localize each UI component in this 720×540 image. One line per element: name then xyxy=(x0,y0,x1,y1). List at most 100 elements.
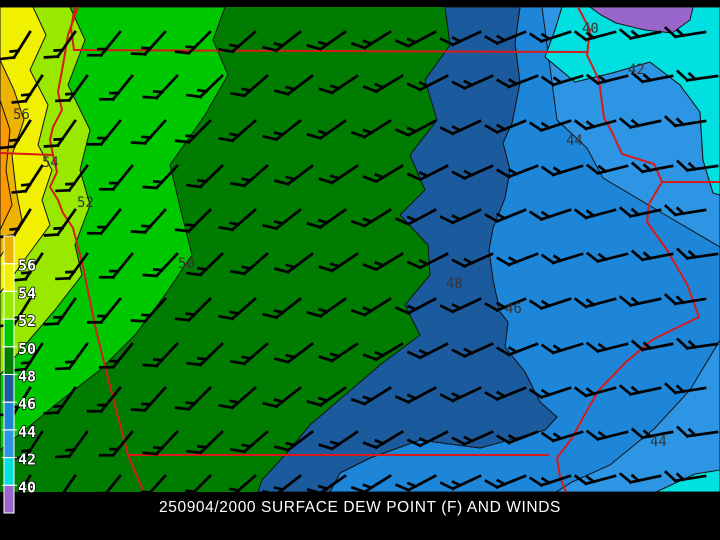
wind-barb xyxy=(218,119,257,143)
wind-barb xyxy=(186,74,224,99)
wind-barb xyxy=(130,30,167,57)
wind-barb xyxy=(230,252,269,276)
wind-barb xyxy=(406,342,449,360)
wind-barb xyxy=(174,119,212,145)
wind-barb xyxy=(97,474,122,492)
wind-barb xyxy=(451,342,494,359)
wind-barb xyxy=(585,429,629,442)
wind-barb xyxy=(142,342,179,368)
wind-barb xyxy=(186,430,224,455)
wind-barb xyxy=(218,208,257,232)
wind-barb xyxy=(362,164,404,184)
wind-barb xyxy=(618,117,662,130)
wind-barb xyxy=(676,247,719,261)
wind-barb xyxy=(306,30,347,52)
wind-barb xyxy=(11,252,44,282)
wind-barb xyxy=(98,74,134,102)
wind-barb xyxy=(540,342,584,355)
wind-barb xyxy=(676,69,719,83)
wind-barb xyxy=(362,74,404,94)
wind-barb xyxy=(218,386,257,410)
wind-barb xyxy=(484,297,527,313)
colorbar-segment-2 xyxy=(3,290,15,320)
wind-barb-layer xyxy=(0,26,719,492)
map-title: 250904/2000 SURFACE DEW POINT (F) AND WI… xyxy=(159,499,561,516)
wind-barb xyxy=(185,474,212,492)
wind-barb xyxy=(273,342,314,364)
wind-barb xyxy=(618,472,662,485)
wind-barb xyxy=(394,30,437,48)
colorbar-tick-label-50: 50 xyxy=(18,340,36,358)
wind-barb xyxy=(663,115,707,128)
wind-barb xyxy=(11,430,44,460)
wind-barb xyxy=(218,474,257,492)
wind-barb xyxy=(55,342,89,371)
wind-barb xyxy=(142,430,179,456)
wind-barb xyxy=(528,208,572,222)
wind-barb xyxy=(528,386,572,400)
river-missouri-west xyxy=(49,7,145,492)
wind-barb xyxy=(218,30,257,54)
wind-barb xyxy=(573,386,617,398)
wind-barb xyxy=(262,30,302,53)
wind-barb xyxy=(11,74,44,104)
wind-barb xyxy=(12,474,32,492)
wind-barb xyxy=(618,28,662,41)
wind-barb xyxy=(585,251,629,264)
wind-barb xyxy=(630,161,674,174)
wind-barb xyxy=(55,430,89,459)
dewpoint-colorbar: 56 54 52 50 48 46 44 42 40 xyxy=(2,235,37,514)
state-borders-and-rivers xyxy=(0,7,720,492)
wind-barb xyxy=(585,73,629,86)
colorbar-segment-4 xyxy=(3,346,15,375)
wind-barb xyxy=(306,474,347,492)
wind-barb xyxy=(439,208,482,225)
wind-barb xyxy=(496,430,539,445)
wind-barb xyxy=(86,119,122,147)
wind-barb xyxy=(676,159,719,173)
colorbar-tick-label-42: 42 xyxy=(18,451,36,469)
colorbar-tick-label-56: 56 xyxy=(18,257,36,275)
contour-labels: 56 54 52 50 48 46 44 42 40 44 xyxy=(13,21,667,450)
wind-barb xyxy=(451,252,494,269)
wind-barb xyxy=(186,164,224,189)
colorbar-tick-label-44: 44 xyxy=(18,423,36,441)
wind-barb xyxy=(394,208,437,226)
wind-barb xyxy=(306,386,347,408)
wind-barb xyxy=(362,430,404,450)
wind-barb xyxy=(540,74,584,87)
wind-barb xyxy=(142,252,179,278)
wind-barb xyxy=(540,430,584,443)
band-dewpoint-46-48 xyxy=(257,7,558,492)
wind-barb xyxy=(174,297,212,323)
wind-barb xyxy=(262,297,302,320)
wind-barb xyxy=(230,164,269,188)
wind-barb xyxy=(540,164,584,177)
wind-barb xyxy=(618,206,662,219)
wind-barb xyxy=(130,297,167,324)
wind-barb xyxy=(528,30,572,44)
colorbar-tick-label-46: 46 xyxy=(18,395,36,413)
wind-barb xyxy=(230,430,269,454)
colorbar-tick-label-54: 54 xyxy=(18,284,36,302)
wind-barb xyxy=(573,208,617,220)
wind-barb xyxy=(350,30,392,50)
wind-barb xyxy=(306,297,347,319)
wind-barb xyxy=(573,119,617,131)
wind-barb xyxy=(262,386,302,409)
wind-barb xyxy=(484,208,527,224)
wind-barb xyxy=(439,474,482,491)
wind-barb xyxy=(406,430,449,448)
wind-barb xyxy=(43,386,77,415)
wind-barb xyxy=(318,164,359,185)
band-dewpoint-40-42-ne xyxy=(544,7,720,196)
wind-barb xyxy=(218,297,257,321)
wind-barb xyxy=(362,252,404,272)
wind-barb xyxy=(262,119,302,142)
wind-barb xyxy=(573,30,617,42)
wind-barb xyxy=(0,119,32,150)
wind-barb xyxy=(406,252,449,270)
wind-barb xyxy=(141,474,167,492)
